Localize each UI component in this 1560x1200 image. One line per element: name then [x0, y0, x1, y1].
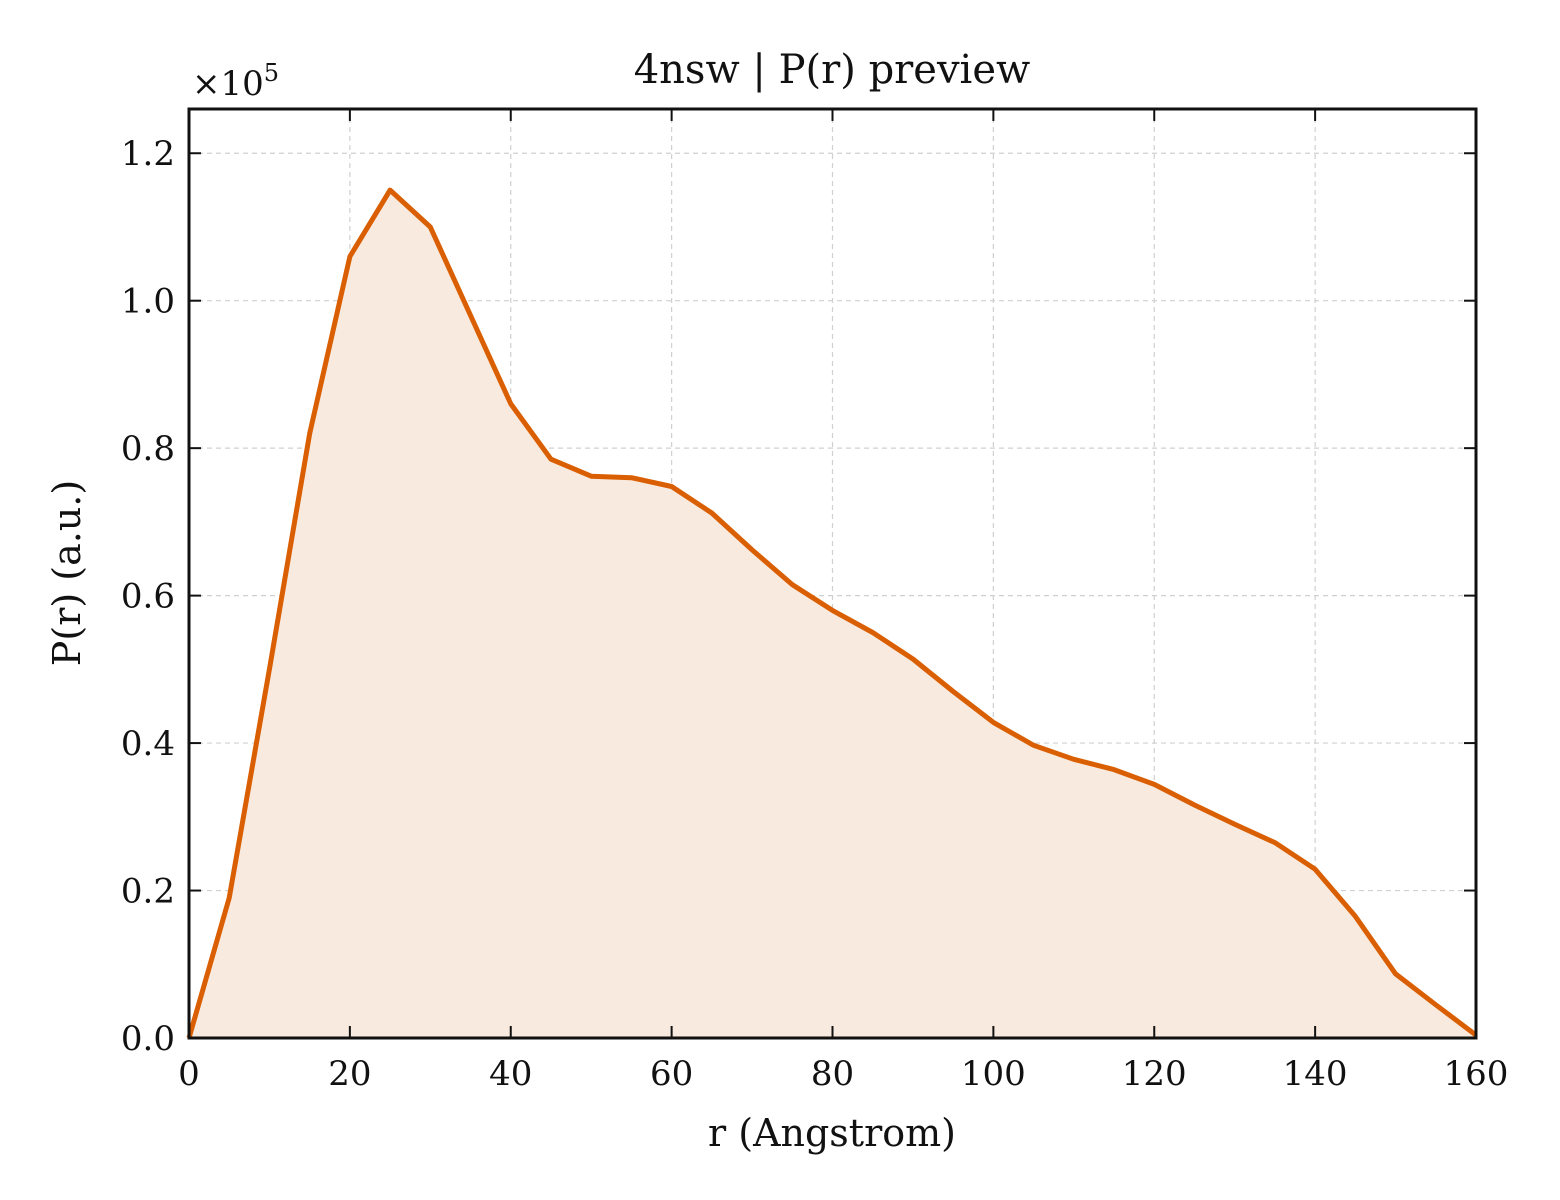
y-axis-title: P(r) (a.u.) [45, 480, 89, 666]
x-tick-label: 60 [650, 1054, 693, 1094]
y-tick-label: 0.6 [121, 577, 175, 617]
plot-frame [187, 107, 1478, 1040]
chart-title: 4nsw | P(r) preview [634, 47, 1031, 93]
x-tick-label: 0 [178, 1054, 200, 1094]
x-tick-label: 40 [489, 1054, 532, 1094]
area-fill [189, 190, 1476, 1039]
x-tick-label: 160 [1444, 1054, 1509, 1094]
x-axis-title: r (Angstrom) [708, 1111, 956, 1155]
series-line [186, 187, 1478, 1039]
y-tick-label: 1.2 [121, 134, 175, 174]
x-tick-label: 100 [961, 1054, 1026, 1094]
x-tick-labels: 0 20 40 60 80 100 120 140 160 [178, 1054, 1508, 1094]
y-tick-label: 0.2 [121, 872, 175, 912]
y-tick-label: 0.0 [121, 1019, 175, 1059]
y-tick-label: 0.4 [121, 724, 175, 764]
y-tick-labels: 0.0 0.2 0.4 0.6 0.8 1.0 1.2 [121, 134, 175, 1059]
y-tick-label: 1.0 [121, 282, 175, 322]
x-tick-label: 120 [1122, 1054, 1187, 1094]
x-tick-label: 140 [1283, 1054, 1348, 1094]
x-tick-label: 80 [811, 1054, 854, 1094]
y-axis-multiplier: ×105 [192, 59, 279, 104]
x-tick-label: 20 [328, 1054, 371, 1094]
y-tick-label: 0.8 [121, 429, 175, 469]
